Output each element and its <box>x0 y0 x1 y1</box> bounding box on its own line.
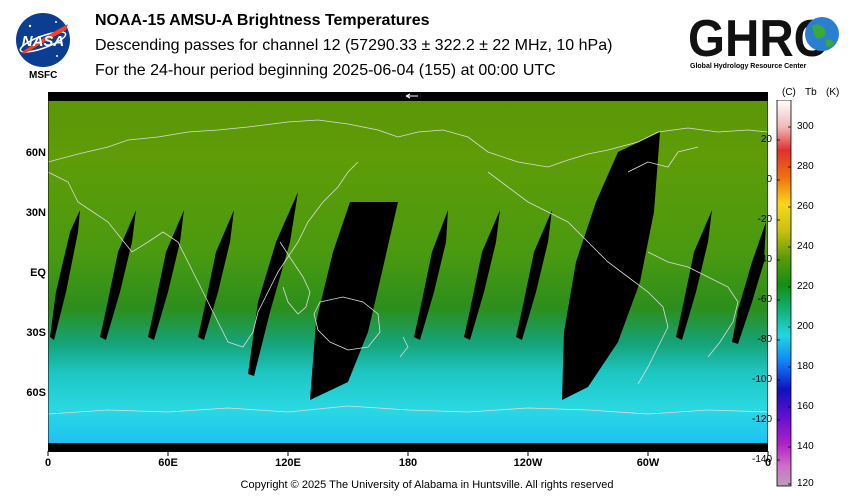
colorbar-c-label: -120 <box>751 414 772 425</box>
colorbar-c-label: -80 <box>757 334 772 345</box>
antarctica-coast <box>48 405 768 415</box>
colorbar-k-label: 120 <box>797 478 814 489</box>
colorbar-c-label: -60 <box>757 294 772 305</box>
colorbar-header-tb: Tb <box>805 87 817 98</box>
colorbar-c-label: -140 <box>751 454 772 465</box>
colorbar-c-label: 0 <box>766 174 772 185</box>
lon-label-120e: 120E <box>275 457 301 469</box>
lon-ticks <box>47 451 769 456</box>
swath-gap <box>414 210 448 340</box>
colorbar-k-label: 220 <box>797 281 814 292</box>
swath-gap <box>198 210 234 340</box>
maritime-coast <box>279 241 311 315</box>
swath-gap <box>148 210 184 340</box>
swath-gap <box>732 222 766 344</box>
lon-label-60e: 60E <box>158 457 178 469</box>
product-title: NOAA-15 AMSU-A Brightness Temperatures <box>95 12 430 29</box>
colorbar-k-label: 180 <box>797 361 814 372</box>
lat-label-60n: 60N <box>25 147 46 159</box>
ghrc-subtitle: Global Hydrology Resource Center <box>690 63 807 70</box>
lat-label-eq: EQ <box>30 267 46 279</box>
americas-west-coast <box>487 171 669 385</box>
swath-gap <box>562 132 660 400</box>
map-background <box>48 92 768 452</box>
coastlines <box>48 119 768 415</box>
nasa-logo: NASA <box>16 13 70 67</box>
americas-east-coast <box>647 251 739 358</box>
colorbar-k-label: 300 <box>797 121 814 132</box>
swath-gaps <box>50 132 766 400</box>
lat-label-60s: 60S <box>26 387 46 399</box>
colorbar-k-label: 260 <box>797 201 814 212</box>
swath-gap <box>100 210 136 340</box>
colorbar-k-label: 280 <box>797 161 814 172</box>
arctic-islands-coast <box>627 146 699 173</box>
colorbar-c-label: 20 <box>760 134 772 145</box>
svg-text:NASA: NASA <box>22 33 65 50</box>
swath-gap <box>50 210 80 340</box>
arrow-icon <box>405 93 418 99</box>
colorbar-k-label: 140 <box>797 441 814 452</box>
colorbar-c-label: -100 <box>751 374 772 385</box>
swath-gap <box>248 192 298 376</box>
lon-label-180: 180 <box>398 457 418 469</box>
colorbar-gradient <box>776 100 792 487</box>
australia-coast <box>313 296 381 351</box>
bottom-nodata-band <box>48 443 768 452</box>
lon-label-120w: 120W <box>513 457 543 469</box>
swath-gap <box>310 202 398 400</box>
colorbar-k-label: 200 <box>797 321 814 332</box>
lat-label-30s: 30S <box>26 327 46 339</box>
lat-label-30n: 30N <box>25 207 46 219</box>
ghrc-logo: GHRC <box>688 10 839 66</box>
copyright-notice: Copyright © 2025 The University of Alaba… <box>240 479 614 491</box>
lon-label-0-end: 0 <box>764 457 772 469</box>
colorbar-k-label: 240 <box>797 241 814 252</box>
colorbar-c-label: -40 <box>757 254 772 265</box>
period-text: For the 24-hour period beginning 2025-06… <box>95 62 556 79</box>
colorbar-header-c: (C) <box>782 87 796 98</box>
msfc-label: MSFC <box>29 70 58 81</box>
nz-coast <box>399 336 409 358</box>
brightness-map <box>48 92 768 452</box>
swath-gap <box>516 210 552 340</box>
lon-label-60w: 60W <box>636 457 660 469</box>
colorbar-header-k: (K) <box>826 87 840 98</box>
colorbar-k-label: 160 <box>797 401 814 412</box>
product-subtitle: Descending passes for channel 12 (57290.… <box>95 37 613 54</box>
northern-coast <box>48 119 768 168</box>
swath-gap <box>676 210 712 340</box>
svg-text:GHRC: GHRC <box>688 10 828 66</box>
colorbar-c-label: -20 <box>757 214 772 225</box>
eurasia-africa-coast <box>48 161 359 348</box>
lon-label-0: 0 <box>44 457 52 469</box>
swath-gap <box>464 210 500 340</box>
colorbar <box>776 100 792 487</box>
